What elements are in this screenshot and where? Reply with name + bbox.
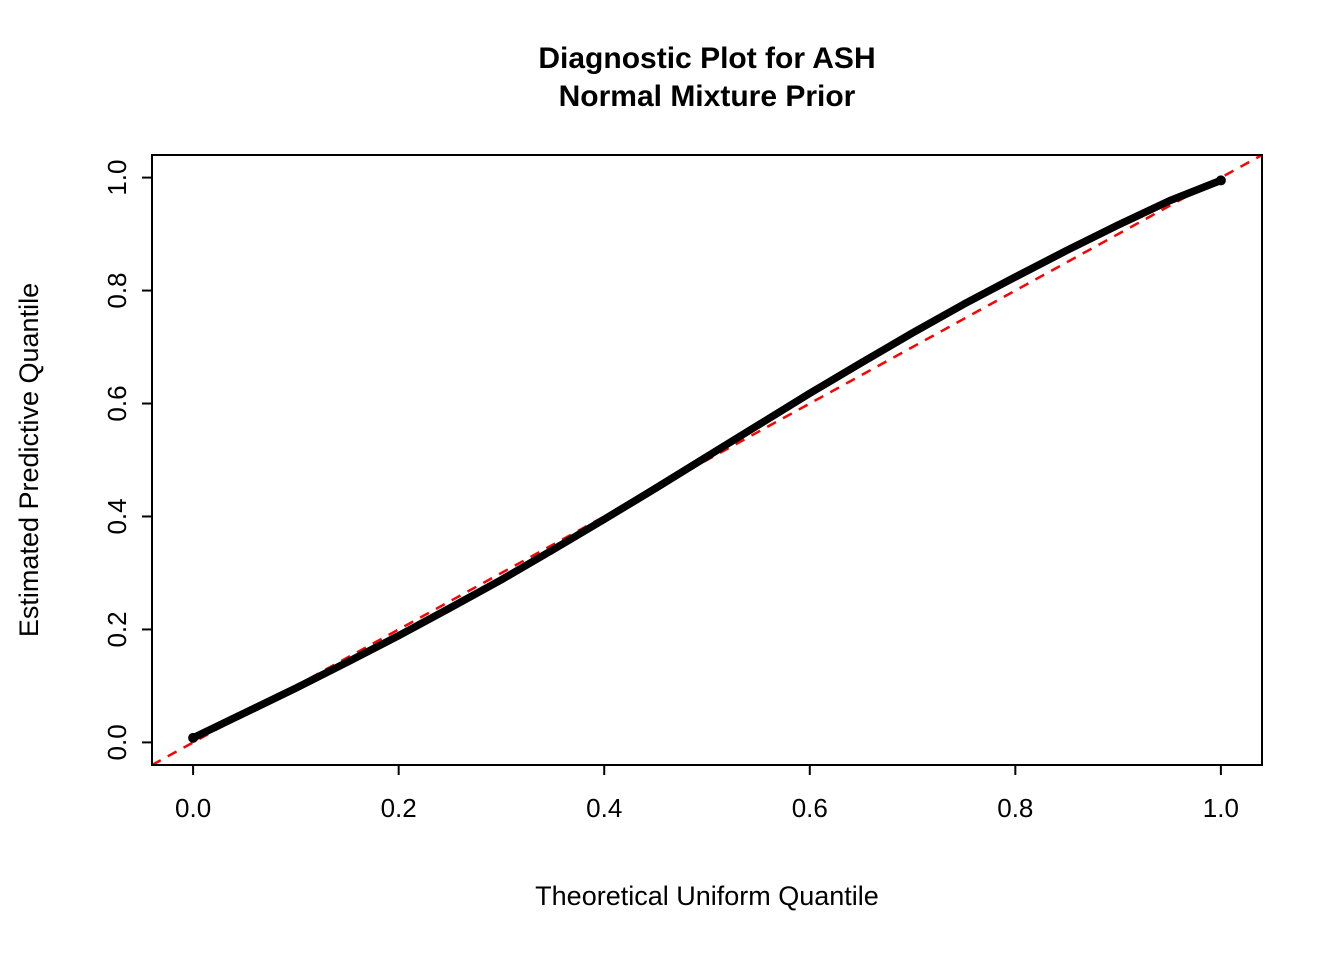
- plot-area: 0.0 0.2 0.4 0.6 0.8 1.0 0.0 0.2 0.4 0.6 0.8 1.0: [102, 153, 1263, 823]
- x-tick-label: 0.6: [792, 793, 828, 823]
- y-tick-label: 0.6: [102, 385, 132, 421]
- series-endpoint: [1215, 175, 1226, 186]
- series-endpoint: [188, 732, 199, 743]
- y-tick-label: 0.8: [102, 272, 132, 308]
- chart-title-line-2: Normal Mixture Prior: [559, 80, 856, 113]
- x-tick-label: 0.2: [381, 793, 417, 823]
- x-tick-label: 0.8: [997, 793, 1033, 823]
- y-axis-label: Estimated Predictive Quantile: [14, 283, 44, 637]
- x-tick-label: 0.4: [586, 793, 622, 823]
- x-axis-label: Theoretical Uniform Quantile: [535, 881, 879, 911]
- chart-title-line-1: Diagnostic Plot for ASH: [538, 42, 875, 75]
- x-tick-label: 0.0: [175, 793, 211, 823]
- series-estimated-predictive-quantiles: [189, 176, 1225, 742]
- y-tick-label: 1.0: [102, 160, 132, 196]
- y-tick-label: 0.0: [102, 724, 132, 760]
- y-tick-label: 0.4: [102, 498, 132, 534]
- plot-box: [151, 154, 1263, 766]
- x-tick-label: 1.0: [1203, 793, 1239, 823]
- y-tick-label: 0.2: [102, 611, 132, 647]
